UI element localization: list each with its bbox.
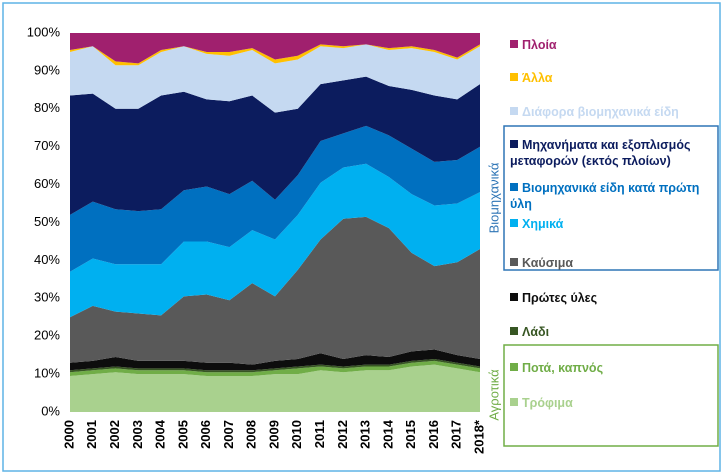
legend-item: Πλοία bbox=[510, 37, 710, 53]
area bbox=[70, 76, 480, 215]
legend-swatch bbox=[510, 107, 518, 115]
y-tick-label: 0% bbox=[41, 403, 60, 418]
y-tick-label: 100% bbox=[27, 24, 61, 39]
legend-label: Διάφορα βιομηχανικά είδη bbox=[522, 105, 679, 119]
x-tick-label: 2006 bbox=[198, 420, 213, 449]
legend-item: Ποτά, καπνός bbox=[510, 360, 710, 376]
x-tick-label: 2012 bbox=[335, 420, 350, 449]
x-tick-label: 2007 bbox=[221, 420, 236, 449]
area bbox=[70, 44, 480, 113]
area bbox=[70, 360, 480, 376]
y-tick-label: 20% bbox=[34, 328, 60, 343]
legend-item: Πρώτες ύλες bbox=[510, 290, 710, 306]
legend-item: Μηχανήματα και εξοπλισμός μεταφορών (εκτ… bbox=[510, 137, 710, 169]
x-tick-label: 2005 bbox=[175, 420, 190, 449]
x-tick-label: 2001 bbox=[84, 420, 99, 449]
group-label: Αγροτικά bbox=[486, 369, 501, 421]
legend-item: Χημικά bbox=[510, 216, 710, 232]
legend-label: Χημικά bbox=[522, 217, 564, 231]
legend-swatch bbox=[510, 258, 518, 266]
x-tick-label: 2015 bbox=[403, 420, 418, 449]
legend-label: Τρόφιμα bbox=[522, 396, 573, 410]
legend-swatch bbox=[510, 363, 518, 371]
area bbox=[70, 364, 480, 412]
x-tick-label: 2002 bbox=[107, 420, 122, 449]
y-tick-label: 90% bbox=[34, 62, 60, 77]
group-box bbox=[503, 344, 719, 447]
y-tick-label: 70% bbox=[34, 138, 60, 153]
y-tick-label: 80% bbox=[34, 100, 60, 115]
legend-label: Καύσιμα bbox=[522, 256, 574, 270]
legend-swatch bbox=[510, 398, 518, 406]
legend-swatch bbox=[510, 293, 518, 301]
legend-item: Άλλα bbox=[510, 70, 710, 86]
legend-swatch bbox=[510, 73, 518, 81]
legend-swatch bbox=[510, 327, 518, 335]
legend-label: Βιομηχανικά είδη κατά πρώτη ύλη bbox=[510, 181, 700, 211]
x-tick-label: 2010 bbox=[289, 420, 304, 449]
legend-swatch bbox=[510, 183, 518, 191]
y-tick-label: 40% bbox=[34, 252, 60, 267]
x-tick-label: 2016 bbox=[426, 420, 441, 449]
y-tick-label: 50% bbox=[34, 214, 60, 229]
area bbox=[70, 216, 480, 365]
area bbox=[70, 33, 480, 64]
x-tick-label: 2011 bbox=[312, 420, 327, 448]
area bbox=[70, 125, 480, 272]
area bbox=[70, 358, 480, 373]
y-tick-label: 10% bbox=[34, 366, 60, 381]
legend-item: Καύσιμα bbox=[510, 255, 710, 271]
legend-item: Βιομηχανικά είδη κατά πρώτη ύλη bbox=[510, 180, 710, 212]
x-tick-label: 2014 bbox=[380, 419, 395, 449]
legend-label: Πλοία bbox=[522, 38, 557, 52]
x-tick-label: 2017 bbox=[449, 420, 464, 449]
group-box bbox=[503, 125, 719, 271]
group-label: Βιομηχανικά bbox=[486, 162, 501, 233]
area bbox=[70, 163, 480, 318]
x-tick-label: 2003 bbox=[130, 420, 145, 449]
legend-label: Ποτά, καπνός bbox=[522, 361, 604, 375]
x-tick-label: 2009 bbox=[266, 420, 281, 449]
legend-item: Λάδι bbox=[510, 324, 710, 340]
x-tick-label: 2018* bbox=[471, 419, 486, 454]
legend-label: Άλλα bbox=[522, 71, 553, 85]
legend-label: Λάδι bbox=[522, 325, 550, 339]
legend-swatch bbox=[510, 219, 518, 227]
x-tick-label: 2008 bbox=[244, 420, 259, 449]
area bbox=[70, 349, 480, 371]
legend-label: Πρώτες ύλες bbox=[522, 291, 598, 305]
legend-item: Διάφορα βιομηχανικά είδη bbox=[510, 104, 710, 120]
legend-swatch bbox=[510, 40, 518, 48]
legend-label: Μηχανήματα και εξοπλισμός μεταφορών (εκτ… bbox=[510, 138, 691, 168]
legend-item: Τρόφιμα bbox=[510, 395, 710, 411]
y-tick-label: 60% bbox=[34, 176, 60, 191]
legend-swatch bbox=[510, 140, 518, 148]
x-tick-label: 2013 bbox=[358, 420, 373, 449]
x-tick-label: 2004 bbox=[153, 419, 168, 449]
area bbox=[70, 44, 480, 66]
y-tick-label: 30% bbox=[34, 290, 60, 305]
x-tick-label: 2000 bbox=[61, 420, 76, 449]
